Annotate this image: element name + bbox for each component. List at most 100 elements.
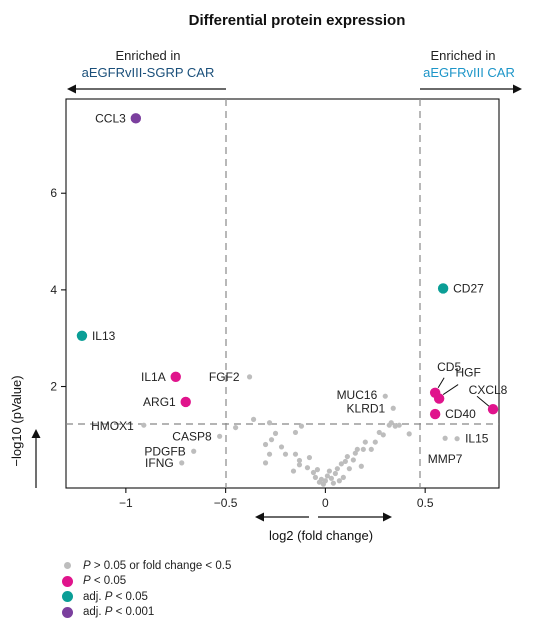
point-label: PDGFB (144, 444, 185, 458)
x-axis-arrowhead-right (383, 512, 392, 522)
point-label: IFNG (145, 456, 174, 470)
data-point-pdgfb (191, 448, 197, 454)
data-point (368, 446, 374, 452)
data-point (298, 423, 305, 429)
point-label: CD40 (445, 407, 476, 421)
data-point (292, 451, 299, 457)
data-point (354, 446, 360, 452)
data-point (296, 462, 303, 468)
data-point (362, 439, 368, 445)
data-point (266, 420, 273, 426)
data-point-ccl3 (130, 113, 142, 124)
point-label: IL13 (92, 329, 116, 343)
point-label: IL15 (465, 432, 489, 446)
point-label: IL1A (141, 370, 166, 384)
data-point-casp8 (217, 433, 223, 439)
leader-line (437, 377, 445, 389)
chart-title: Differential protein expression (189, 12, 406, 29)
data-point (330, 480, 336, 486)
point-label: CXCL8 (469, 383, 508, 397)
data-point-arg1 (180, 396, 191, 408)
enriched-left-line2: aEGFRvIII-SGRP CAR (82, 65, 215, 80)
data-point (306, 454, 313, 461)
y-tick-label: 2 (50, 380, 57, 394)
data-point (332, 470, 338, 477)
legend-swatch (64, 562, 71, 570)
point-label: CD5 (437, 360, 461, 374)
y-tick-label: 6 (50, 186, 57, 200)
legend-label-suffix: < 0.05 (90, 575, 127, 588)
data-point-mmp7 (442, 435, 448, 441)
legend: P > 0.05 or fold change < 0.5 P < 0.05 adj… (62, 558, 231, 620)
enriched-right-arrowhead (513, 84, 522, 94)
legend-label-italic: P (104, 606, 113, 619)
point-label: HMOX1 (91, 419, 134, 433)
point-label: FGF2 (209, 370, 240, 384)
data-point-cxcl8 (487, 404, 499, 415)
legend-label: adj. P < 0.001 (83, 606, 154, 618)
x-axis-label: log2 (fold change) (269, 528, 373, 543)
legend-item: adj. P < 0.05 (62, 589, 231, 605)
data-point (388, 420, 394, 426)
x-tick-label: 0 (322, 496, 329, 510)
legend-label-suffix: < 0.001 (112, 606, 155, 619)
legend-label-prefix: adj. (83, 590, 105, 603)
data-point (262, 441, 269, 448)
data-point (233, 424, 239, 431)
legend-label-suffix: < 0.05 (112, 590, 148, 603)
data-point (350, 457, 356, 463)
data-point (346, 466, 352, 472)
legend-swatch (62, 575, 73, 587)
data-point (250, 416, 257, 422)
enriched-left-line1: Enriched in (115, 48, 180, 63)
data-point (406, 431, 412, 437)
legend-label-suffix: > 0.05 or fold change < 0.5 (90, 559, 232, 572)
data-point (340, 474, 346, 480)
point-label: MMP7 (428, 452, 463, 466)
legend-label: P < 0.05 (83, 575, 126, 587)
data-point (316, 479, 323, 485)
point-label: CCL3 (95, 111, 126, 125)
data-point (344, 453, 350, 460)
data-point (312, 474, 319, 480)
legend-item: adj. P < 0.001 (62, 605, 231, 621)
data-point (334, 466, 340, 472)
data-point (266, 451, 273, 457)
legend-swatch (62, 606, 73, 618)
data-point-hgf (433, 393, 445, 404)
point-label: CASP8 (172, 429, 212, 443)
enriched-left-arrowhead (67, 84, 76, 94)
point-label: CD27 (453, 281, 484, 295)
x-axis-ticks: −1 −0.5 0 0.5 (119, 488, 434, 510)
data-point-il13 (76, 330, 88, 341)
data-point (336, 478, 342, 484)
y-axis-arrowhead (31, 429, 41, 438)
legend-label: adj. P < 0.05 (83, 591, 148, 603)
data-point-klrd1 (390, 405, 396, 411)
data-point (310, 469, 317, 476)
enriched-right-line1: Enriched in (430, 48, 495, 63)
data-point (314, 467, 321, 473)
point-label: HGF (455, 366, 480, 380)
data-point-hmox1 (141, 422, 147, 428)
data-point (352, 450, 358, 456)
point-label: ARG1 (143, 395, 176, 409)
data-point (272, 430, 279, 436)
data-point (338, 461, 344, 467)
legend-label: P > 0.05 or fold change < 0.5 (83, 560, 231, 572)
data-point (296, 457, 303, 464)
x-tick-label: −0.5 (214, 496, 238, 510)
x-axis-arrowhead-left (255, 512, 264, 522)
legend-label-prefix: adj. (83, 606, 105, 619)
data-point (328, 475, 334, 481)
x-tick-label: 0.5 (417, 496, 434, 510)
data-point (292, 429, 299, 436)
data-point-cd27 (437, 283, 449, 294)
data-point (278, 444, 285, 450)
legend-label-italic: P (83, 559, 91, 572)
data-point-il15 (454, 436, 460, 442)
data-point (358, 463, 364, 469)
leader-line (476, 395, 490, 407)
